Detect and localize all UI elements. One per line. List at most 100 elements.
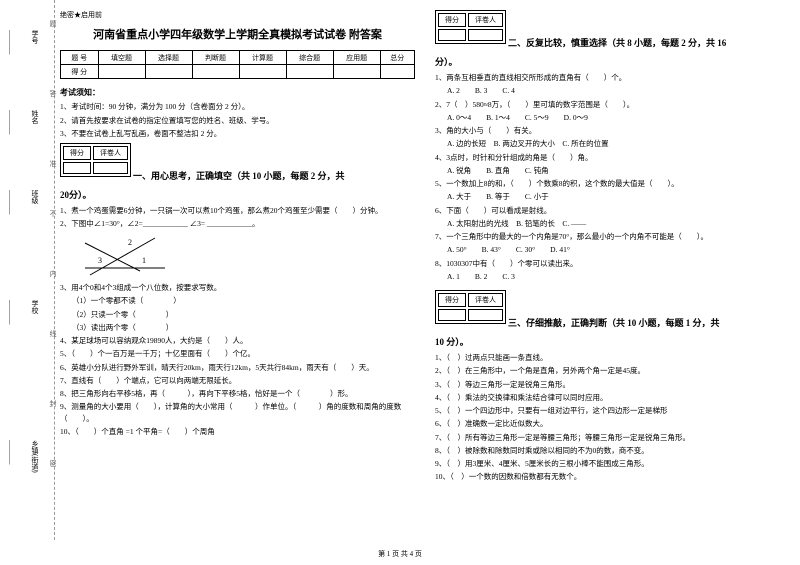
s1-q6: 6、英雄小分队进行野外军训，晴天行20km，雨天行12km，5天共行84km，雨… [60,362,415,373]
s2-q4o: A. 锐角 B. 直角 C. 钝角 [435,165,790,176]
s2-q7: 7、一个三角形中的最大的一个内角是70°，那么最小的一个内角不可能是（ ）。 [435,231,790,242]
s2-q8: 8、1030307中有（ ）个零可以读出来。 [435,258,790,269]
st-h2: 选择题 [145,51,192,65]
bind-field-school: 学校 [30,300,40,314]
bind-line-3: _______ [8,190,16,215]
page-footer: 第 1 页 共 4 页 [0,549,800,559]
score-table: 题 号 填空题 选择题 判断题 计算题 综合题 应用题 总分 得 分 [60,50,415,79]
s2-q1o: A. 2 B. 3 C. 4 [435,85,790,96]
marker-7: 密 [48,460,58,467]
marker-6: 封 [48,400,58,407]
exam-title: 河南省重点小学四年级数学上学期全真模拟考试试卷 附答案 [60,26,415,42]
s2-q4: 4、3点时，时针和分针组成的角是（ ）角。 [435,152,790,163]
bind-field-class: 班级 [30,190,40,204]
section3-cont: 10 分）。 [435,335,790,348]
marker-2: 准 [48,160,58,167]
s1-q2: 2、下图中∠1=30°，∠2=____________ ∠3= ________… [60,218,415,229]
s3-q1: 1、（ ）过两点只能画一条直线。 [435,352,790,363]
sc3-b: 评卷人 [468,293,503,307]
bind-field-name: 姓名 [30,110,40,124]
bind-line-2: _______ [8,110,16,135]
s1-q3: 3、用4个0和4个3组成一个八位数，按要求写数。 [60,282,415,293]
s1-q9: 9、测量角的大小要用（ ），计算角的大小常用（ ）作单位。（ ）角的度数和周角的… [60,401,415,424]
main-content: 绝密★启用前 河南省重点小学四年级数学上学期全真模拟考试试卷 附答案 题 号 填… [60,10,790,485]
s2-q6: 6、下面（ ）可以看成是射线。 [435,205,790,216]
s1-q7: 7、直线有（ ）个端点，它可以向两端无限延长。 [60,375,415,386]
s1-q3a: （1）一个零都不读（ ） [60,295,415,306]
st-h5: 综合题 [286,51,333,65]
s1-q5: 5、（ ）个一百万是一千万；十亿里面有（ ）个亿。 [60,348,415,359]
section2-head: 得分评卷人 二、反复比较，慎重选择（共 8 小题，每题 2 分，共 16 [435,10,790,49]
section1-title: 一、用心思考，正确填空（共 10 小题，每题 2 分，共 [133,171,345,181]
sc2-b: 评卷人 [468,13,503,27]
notice-1: 1、考试时间：90 分钟，满分为 100 分（含卷面分 2 分）。 [60,102,415,113]
s1-q3c: （3）读出两个零（ ） [60,322,415,333]
st-h0: 题 号 [61,51,99,65]
bind-line-4: _______ [8,300,16,325]
right-column: 得分评卷人 二、反复比较，慎重选择（共 8 小题，每题 2 分，共 16 分）。… [435,10,790,485]
svg-text:3: 3 [98,256,102,265]
marker-0: 题 [48,20,58,27]
s2-q6o: A. 太阳射出的光线 B. 铅笔的长 C. —— [435,218,790,229]
score-cell-1: 得分评卷人 [60,143,131,177]
sc3-a: 得分 [438,293,466,307]
st-r2: 得 分 [61,65,99,79]
svg-text:2: 2 [128,238,132,247]
sc1-a: 得分 [63,146,91,160]
s2-q3o: A. 边的长短 B. 两边叉开的大小 C. 所在的位置 [435,138,790,149]
notice-3: 3、不要在试卷上乱写乱画，卷面不整洁扣 2 分。 [60,129,415,140]
section2-cont: 分）。 [435,55,790,68]
marker-4: 内 [48,270,58,277]
s1-q1: 1、煮一个鸡蛋需要6分钟，一只锅一次可以煮10个鸡蛋，那么煮20个鸡蛋至少需要（… [60,205,415,216]
binding-column: 学号 姓名 班级 学校 乡镇(街道) _______ _______ _____… [0,0,55,540]
st-h6: 应用题 [333,51,380,65]
marker-5: 线 [48,330,58,337]
score-cell-3: 得分评卷人 [435,290,506,324]
st-h3: 判断题 [192,51,239,65]
angle-figure: 3 2 1 [80,233,170,278]
section3-title: 三、仔细推敲，正确判断（共 10 小题，每题 1 分，共 [508,318,720,328]
s3-q10: 10、（ ）一个数的因数和倍数都有无数个。 [435,471,790,482]
section1-head: 得分评卷人 一、用心思考，正确填空（共 10 小题，每题 2 分，共 [60,143,415,182]
section1-cont: 20分）。 [60,188,415,201]
s2-q7o: A. 50° B. 43° C. 30° D. 41° [435,244,790,255]
secret-label: 绝密★启用前 [60,10,415,20]
section2-title: 二、反复比较，慎重选择（共 8 小题，每题 2 分，共 16 [508,38,726,48]
bind-field-id: 学号 [30,30,40,44]
s3-q9: 9、（ ）用3厘米、4厘米、5厘米长的三根小棒不能围成三角形。 [435,458,790,469]
s3-q6: 6、（ ）准确数一定比近似数大。 [435,418,790,429]
s2-q8o: A. 1 B. 2 C. 3 [435,271,790,282]
notice-2: 2、请首先按要求在试卷的指定位置填写您的姓名、班级、学号。 [60,116,415,127]
st-h7: 总分 [380,51,414,65]
bind-line-5: _______ [8,440,16,465]
marker-3: 不 [48,210,58,217]
left-column: 绝密★启用前 河南省重点小学四年级数学上学期全真模拟考试试卷 附答案 题 号 填… [60,10,415,485]
s2-q5: 5、一个数加上8的和，（ ）个数乘8的积，这个数的最大值是（ ）。 [435,178,790,189]
bind-line-1: _______ [8,30,16,55]
st-h4: 计算题 [239,51,286,65]
s2-q5o: A. 大于 B. 等于 C. 小于 [435,191,790,202]
s3-q3: 3、（ ）等边三角形一定是锐角三角形。 [435,379,790,390]
s2-q1: 1、两条互相垂直的直线相交所形成的直角有（ ）个。 [435,72,790,83]
s1-q8: 8、把三角形向右平移5格，再（ ），再向下平移5格，恰好是一个（ ）形。 [60,388,415,399]
s1-q3b: （2）只读一个零（ ） [60,309,415,320]
s3-q7: 7、（ ）所有等边三角形一定是等腰三角形；等腰三角形一定是锐角三角形。 [435,432,790,443]
s1-q10: 10、（ ）个直角 =1 个平角=（ ）个周角 [60,426,415,437]
s2-q3: 3、角的大小与（ ）有关。 [435,125,790,136]
s3-q2: 2、（ ）在三角形中，一个角是直角，另外两个角一定是45度。 [435,365,790,376]
bind-field-town: 乡镇(街道) [30,440,40,473]
s3-q5: 5、（ ）一个四边形中，只要有一组对边平行，这个四边形一定是梯形 [435,405,790,416]
sc1-b: 评卷人 [93,146,128,160]
notice-title: 考试须知： [60,87,415,98]
sc2-a: 得分 [438,13,466,27]
st-h1: 填空题 [98,51,145,65]
s2-q2: 2、7（ ）580≈8万，（ ）里可填的数字范围是（ ）。 [435,99,790,110]
marker-1: 答 [48,90,58,97]
s2-q2o: A. 0～4 B. 1～4 C. 5～9 D. 0～9 [435,112,790,123]
svg-text:1: 1 [142,256,146,265]
s3-q4: 4、（ ）乘法的交换律和乘法结合律可以同时应用。 [435,392,790,403]
section3-head: 得分评卷人 三、仔细推敲，正确判断（共 10 小题，每题 1 分，共 [435,290,790,329]
score-cell-2: 得分评卷人 [435,10,506,44]
s3-q8: 8、（ ）被除数和除数同时乘或除以相同的不为0的数，商不变。 [435,445,790,456]
s1-q4: 4、某足球场可以容纳观众19890人，大约是（ ）人。 [60,335,415,346]
